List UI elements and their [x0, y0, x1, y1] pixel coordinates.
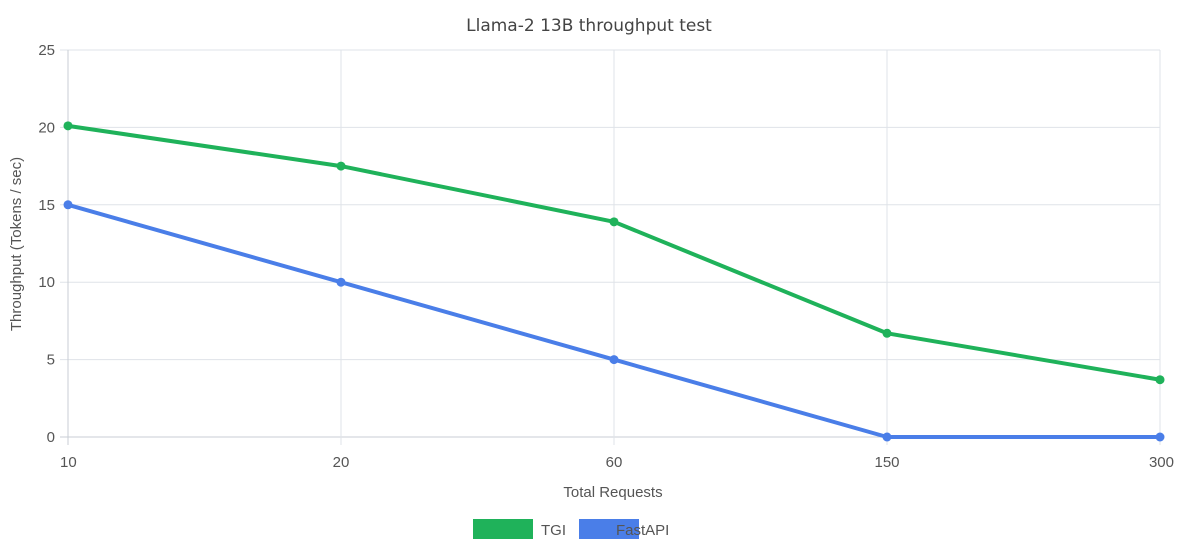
x-tick-label: 300 [1149, 454, 1174, 471]
data-point-tgi[interactable] [609, 217, 619, 227]
chart-title: Llama-2 13B throughput test [466, 16, 712, 36]
data-point-tgi[interactable] [336, 161, 346, 171]
legend-swatch-tgi[interactable] [473, 519, 533, 539]
data-point-fastapi[interactable] [336, 277, 346, 287]
legend-swatch-fastapi[interactable] [579, 519, 639, 539]
x-axis-ticks: 10 20 60 150 300 [60, 454, 1174, 471]
y-tick-label: 25 [38, 42, 55, 59]
data-point-tgi[interactable] [882, 328, 892, 338]
y-tick-label: 20 [38, 119, 55, 136]
data-point-fastapi[interactable] [609, 355, 619, 365]
data-point-fastapi[interactable] [63, 200, 73, 210]
y-tick-label: 10 [38, 274, 55, 291]
y-tick-label: 15 [38, 197, 55, 214]
series-lines [63, 121, 1165, 442]
x-tick-label: 10 [60, 454, 77, 471]
data-point-tgi[interactable] [1155, 375, 1165, 385]
y-tick-label: 0 [47, 429, 55, 446]
y-axis-ticks: 0 5 10 15 20 25 [38, 42, 55, 446]
data-point-tgi[interactable] [63, 121, 73, 131]
data-point-fastapi[interactable] [1155, 432, 1165, 442]
legend-label-tgi[interactable]: TGI [541, 522, 566, 539]
gridlines [60, 49, 1161, 445]
x-tick-label: 20 [333, 454, 350, 471]
x-tick-label: 150 [874, 454, 899, 471]
legend: TGI FastAPI [473, 519, 669, 539]
x-axis-label: Total Requests [563, 484, 662, 501]
legend-label-fastapi[interactable]: FastAPI [616, 522, 669, 539]
data-point-fastapi[interactable] [882, 432, 892, 442]
y-tick-label: 5 [47, 352, 55, 369]
y-axis-label: Throughput (Tokens / sec) [8, 157, 25, 331]
x-tick-label: 60 [606, 454, 623, 471]
